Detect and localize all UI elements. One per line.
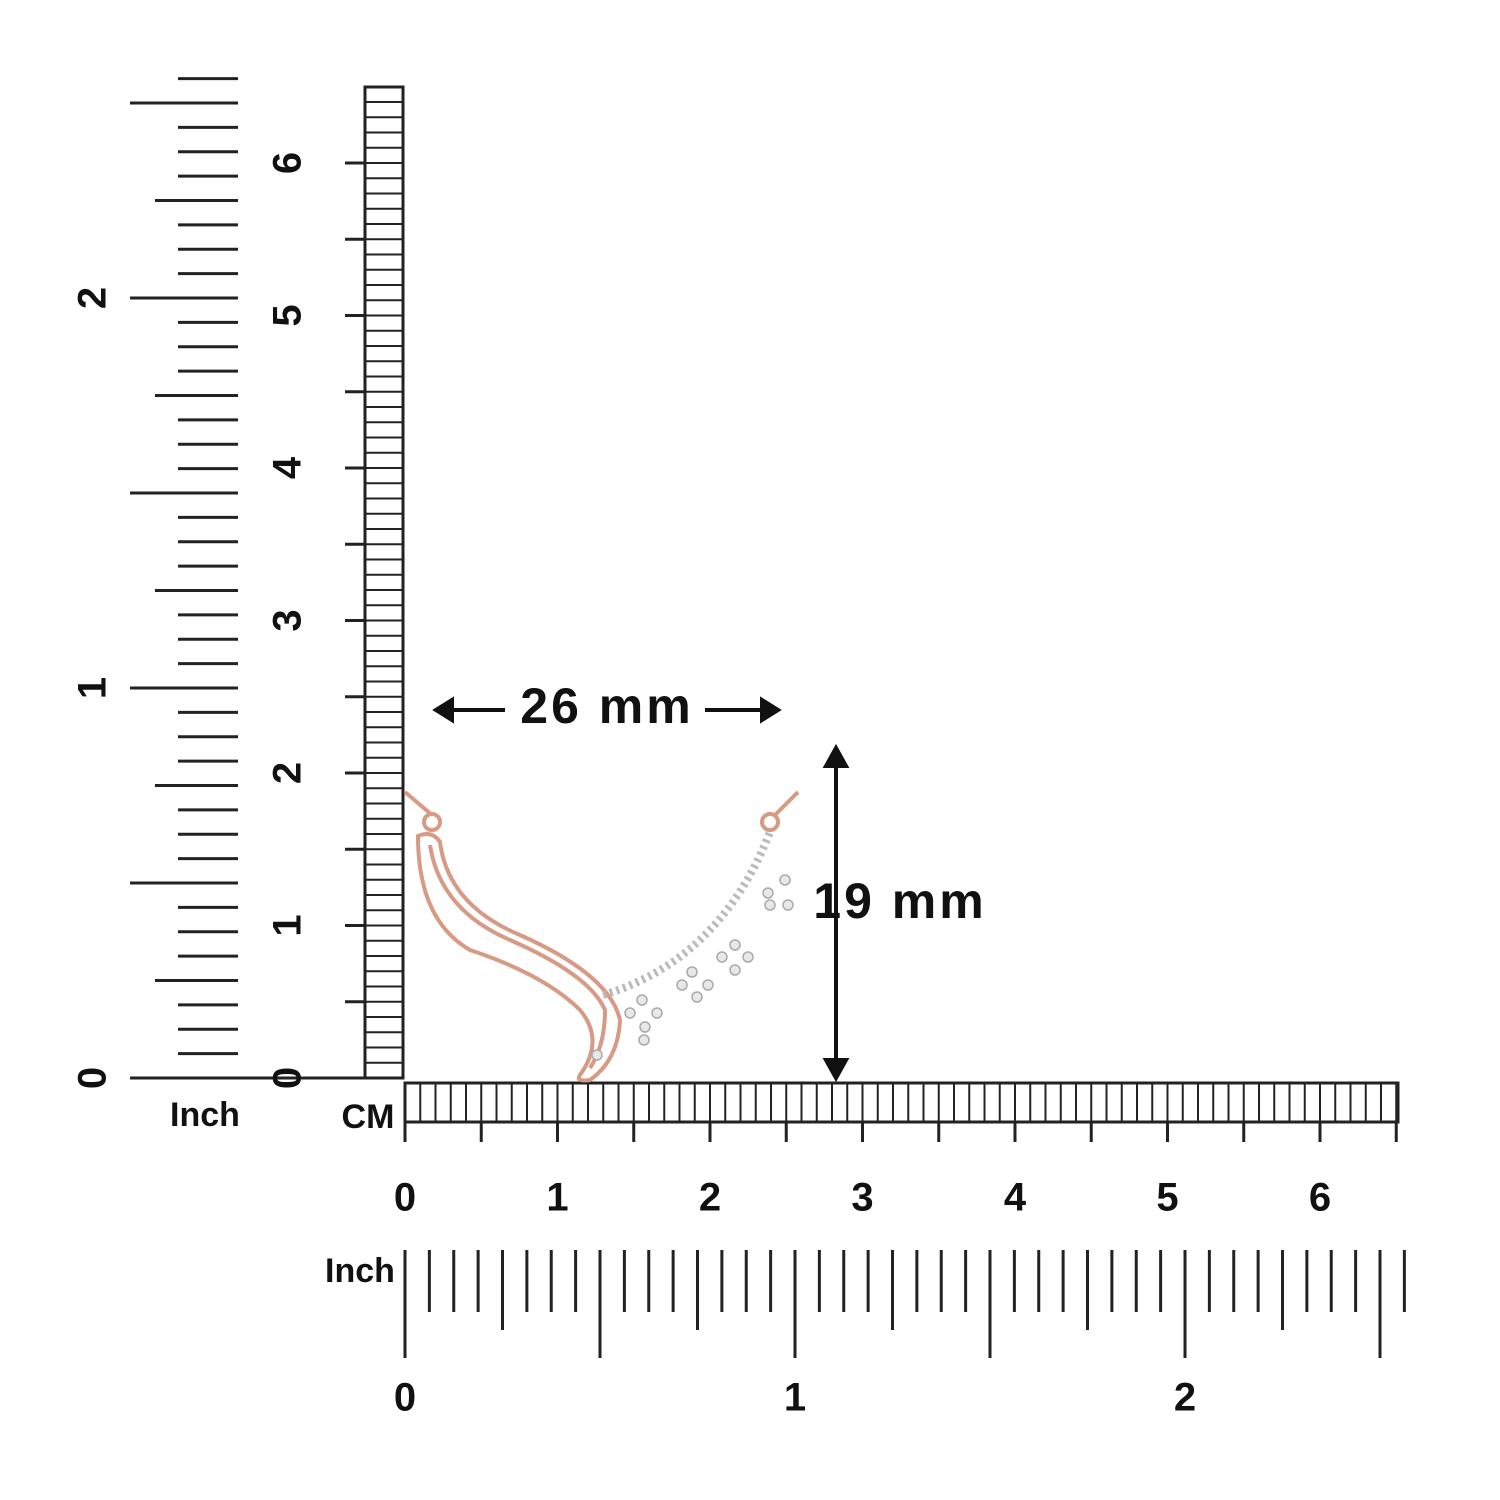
inch-label: 0 (71, 1067, 115, 1089)
pendant-inner (428, 844, 608, 1070)
cm-label: 2 (266, 762, 310, 784)
diamond (762, 887, 774, 899)
cm-unit: CM (342, 1098, 395, 1136)
pendant-body (415, 832, 623, 1083)
diamond (779, 874, 791, 886)
diamonds (591, 874, 794, 1061)
cm-label: 0 (266, 1067, 310, 1089)
dimension-arrows (432, 696, 850, 1083)
cm-label: 0 (394, 1176, 416, 1220)
cm-label: 3 (851, 1176, 873, 1220)
width-dimension: 26 mm (520, 678, 693, 734)
diamond (729, 939, 741, 951)
cm-label: 4 (266, 456, 310, 479)
inch-label: 1 (71, 677, 115, 699)
diamond (624, 1007, 636, 1019)
arrow-head (432, 696, 454, 724)
jump-ring (760, 812, 780, 832)
arrow-head (822, 743, 850, 768)
jump-ring (422, 812, 442, 832)
diamond (729, 964, 741, 976)
diamond (782, 899, 794, 911)
pendant (403, 790, 800, 1083)
diamond (676, 979, 688, 991)
inch-label: 2 (71, 287, 115, 309)
diamond (702, 979, 714, 991)
height-dimension: 19 mm (813, 873, 986, 929)
diamond (591, 1049, 603, 1061)
cm-label: 5 (1156, 1176, 1178, 1220)
cm-label: 4 (1004, 1176, 1027, 1220)
diamond (716, 951, 728, 963)
cm-label: 5 (266, 304, 310, 326)
diamond (638, 1034, 650, 1046)
cm-label: 3 (266, 609, 310, 631)
cm-label: 1 (546, 1176, 568, 1220)
diamond (636, 994, 648, 1006)
chain-ends (403, 790, 800, 817)
diamond (639, 1021, 651, 1033)
cm-label: 2 (699, 1176, 721, 1220)
inch-label: 0 (394, 1376, 416, 1420)
diamond-row (601, 830, 774, 999)
diamond (691, 991, 703, 1003)
diamond (764, 899, 776, 911)
diamond (742, 951, 754, 963)
inch-label: 1 (784, 1376, 806, 1420)
rulers (130, 77, 1406, 1358)
left-inch-unit: Inch (170, 1096, 240, 1134)
cm-label: 1 (266, 914, 310, 936)
diamond (686, 966, 698, 978)
arrow-head (822, 1058, 850, 1083)
diamond (651, 1007, 663, 1019)
bottom-inch-unit: Inch (325, 1252, 395, 1290)
cm-label: 6 (1309, 1176, 1331, 1220)
cm-label: 6 (266, 152, 310, 174)
inch-label: 2 (1174, 1376, 1196, 1420)
arrow-head (760, 696, 782, 724)
